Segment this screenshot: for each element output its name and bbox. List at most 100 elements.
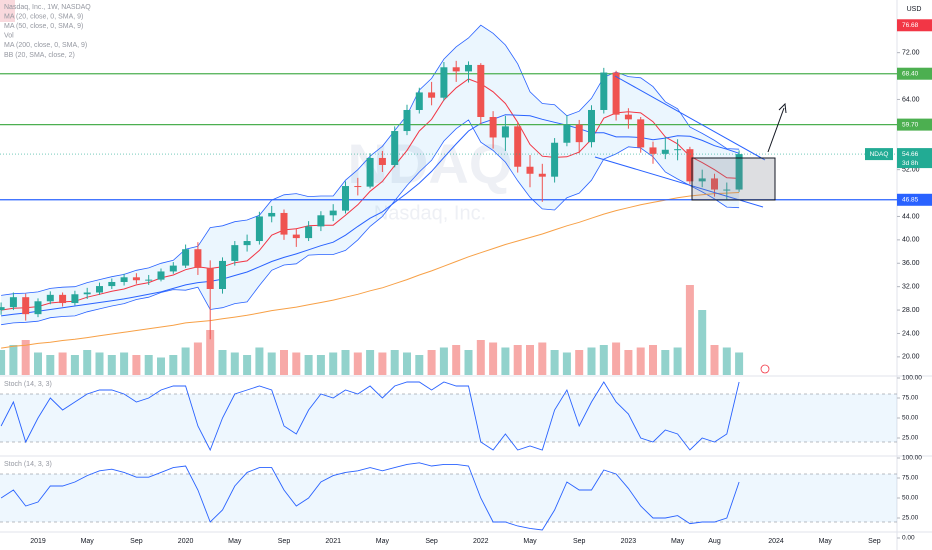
- volume-bar: [550, 350, 559, 375]
- osc-line: [0, 462, 740, 531]
- volume-bar: [685, 285, 694, 375]
- x-tick-label: 2023: [621, 538, 637, 545]
- candle-body: [612, 72, 620, 115]
- candle-body: [649, 147, 657, 154]
- candle-body: [219, 260, 226, 290]
- osc-tick-label: 100.00: [902, 455, 922, 462]
- level-tag: [897, 67, 932, 80]
- watermark-sub: Nasdaq, Inc.: [374, 202, 486, 224]
- volume-bar: [649, 345, 657, 375]
- main-layer: Nasdaq, Inc., 1W, NASDAQ MA (20, close, 0…: [0, 4, 922, 545]
- candle-body: [317, 215, 325, 227]
- candle-body: [354, 186, 362, 188]
- candle-body: [378, 157, 386, 165]
- x-tick-label: May: [376, 538, 390, 545]
- x-tick-label: Sep: [573, 538, 586, 545]
- osc-title: Stoch (14, 3, 3): [4, 381, 52, 388]
- price-tag: [897, 148, 932, 169]
- candle-body: [723, 189, 731, 191]
- y-tick-label: 52.00: [902, 167, 920, 174]
- volume-bar: [366, 350, 375, 375]
- candle-body: [194, 249, 202, 268]
- tags-layer: 68.40 59.70 46.85 76.68 NDAQ 54.66 3d 8h: [865, 19, 932, 206]
- volume-bar: [70, 355, 79, 375]
- osc-tick-label: 25.00: [902, 515, 919, 522]
- volume-bar: [612, 342, 621, 375]
- x-tick-label: May: [81, 538, 95, 545]
- volume-bar: [501, 347, 510, 375]
- candle-body: [624, 114, 632, 120]
- candle-body: [477, 64, 485, 118]
- candle-body: [403, 109, 411, 132]
- volume-bar: [181, 347, 190, 375]
- volume-bar: [562, 352, 571, 375]
- legend-entry: MA (20, close, 0, SMA, 9): [4, 13, 83, 20]
- volume-bar: [476, 340, 485, 375]
- candle-body: [415, 92, 423, 110]
- candle-body: [132, 277, 140, 281]
- candle-body: [428, 92, 436, 98]
- legend-entry: Vol: [4, 33, 14, 40]
- candle-body: [46, 294, 54, 302]
- volume-bar: [120, 352, 129, 375]
- moving-average: [1, 192, 740, 349]
- legend-entry: MA (200, close, 0, SMA, 9): [4, 42, 87, 49]
- osc-tick-label: 50.00: [902, 415, 919, 422]
- volume-bar: [439, 347, 448, 375]
- currency-label: USD: [907, 6, 922, 13]
- y-tick-label: 20.00: [902, 354, 920, 361]
- candle-body: [71, 294, 79, 304]
- event-icon: [760, 364, 770, 374]
- x-tick-label: Sep: [278, 538, 291, 545]
- candle-body: [514, 126, 522, 167]
- volume-bar: [599, 345, 608, 375]
- candle-body: [698, 178, 706, 182]
- volume-bar: [0, 350, 6, 375]
- volume-bar: [206, 330, 215, 375]
- candle-body: [280, 212, 288, 235]
- volume-bar: [21, 340, 30, 375]
- volume-bar: [341, 350, 350, 375]
- volume-bar: [316, 355, 325, 375]
- volume-bar: [95, 352, 104, 375]
- volume-bar: [353, 352, 362, 375]
- high-tag: [897, 19, 932, 32]
- osc-tick-label: 75.00: [902, 475, 919, 482]
- volume-bar: [722, 347, 731, 375]
- candle-body: [538, 173, 546, 177]
- candle-body: [440, 67, 448, 98]
- candle-body: [588, 109, 595, 143]
- high-label: 76.68: [902, 22, 919, 29]
- y-tick-label: 40.00: [902, 237, 920, 244]
- volume-bar: [243, 355, 252, 375]
- volume-bar: [415, 355, 424, 375]
- candle-body: [157, 271, 165, 280]
- volume-bar: [329, 352, 338, 375]
- volume-bar: [710, 345, 719, 375]
- osc-line: [0, 381, 740, 452]
- x-tick-label: May: [523, 538, 537, 545]
- osc-tick-label: 100.00: [902, 375, 922, 382]
- x-tick-label: May: [228, 538, 242, 545]
- x-tick-label: Aug: [708, 538, 721, 545]
- candle-body: [342, 186, 349, 211]
- candle-body: [501, 126, 509, 138]
- x-tick-label: Sep: [868, 538, 881, 545]
- band-lower: [1, 119, 740, 326]
- trend-line: [594, 156, 764, 208]
- legend-entry: MA (50, close, 0, SMA, 9): [4, 23, 83, 30]
- background-layer: NDAQ Nasdaq, Inc.: [348, 132, 513, 224]
- candle-body: [9, 297, 17, 308]
- candle-body: [661, 149, 669, 154]
- drawings: [594, 75, 787, 374]
- x-tick-label: Sep: [425, 538, 438, 545]
- candle-body: [120, 277, 128, 282]
- volume-bar: [378, 352, 387, 375]
- candle-body: [182, 249, 190, 266]
- candle-body: [686, 149, 694, 182]
- volume-bar: [427, 350, 436, 375]
- volume-bar: [34, 352, 42, 375]
